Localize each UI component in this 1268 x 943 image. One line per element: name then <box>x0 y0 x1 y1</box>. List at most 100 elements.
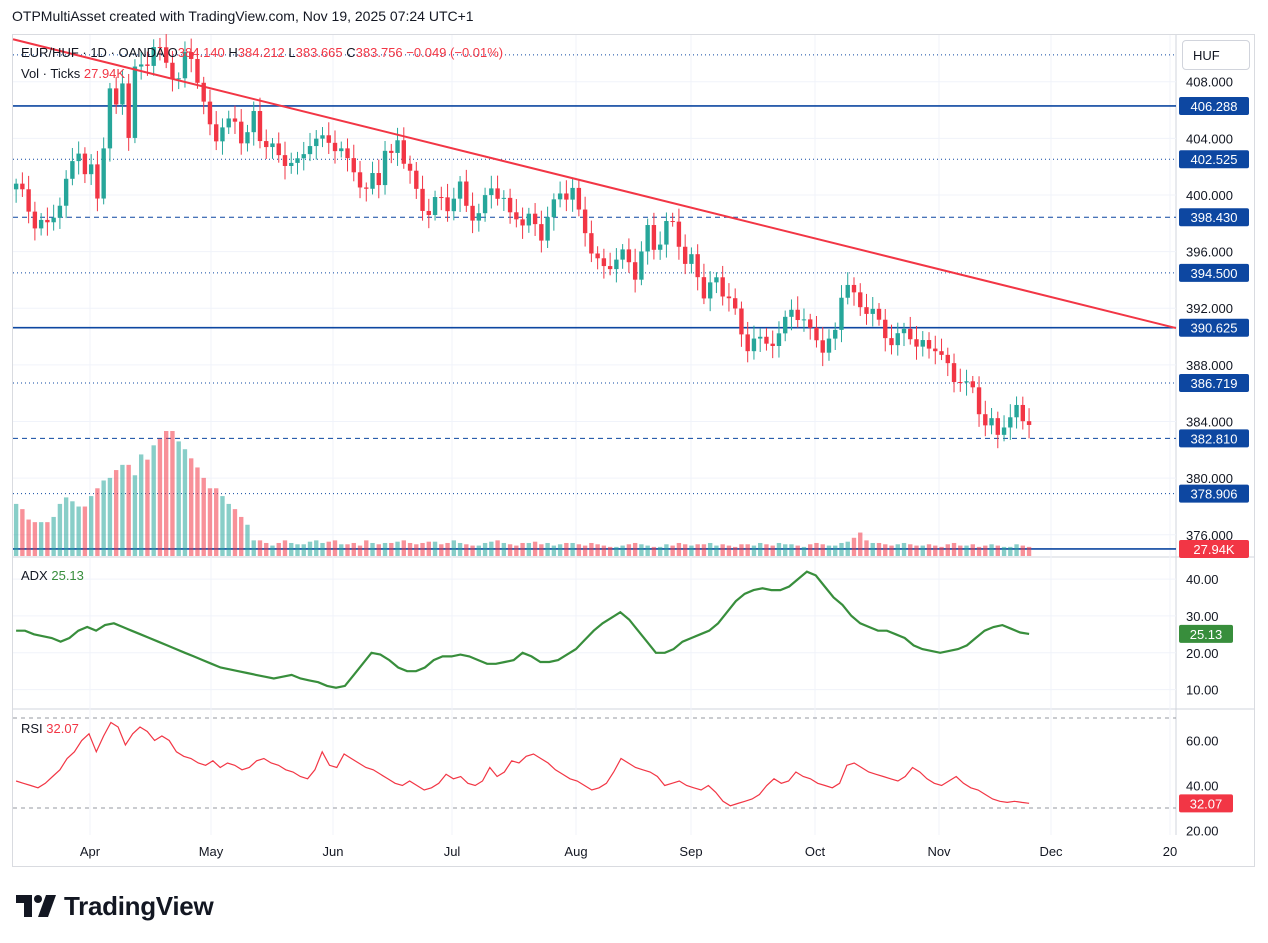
candle-body <box>113 88 119 105</box>
volume-bar <box>107 477 113 556</box>
candle-body <box>464 181 469 206</box>
adx-tick-label: 20.00 <box>1186 646 1219 661</box>
candle-body <box>939 351 944 355</box>
candle-body <box>876 308 882 320</box>
low-value: 383.665 <box>295 45 343 60</box>
candle-body <box>182 52 188 79</box>
volume-label[interactable]: Vol · Ticks <box>21 66 81 81</box>
volume-bar <box>126 464 131 556</box>
volume-bar <box>401 540 406 556</box>
candle-body <box>307 146 313 155</box>
currency-button[interactable]: HUF <box>1182 40 1250 70</box>
candle-body <box>914 339 919 347</box>
volume-bar <box>995 545 1000 556</box>
candle-body <box>682 246 688 264</box>
price-tick-label: 396.000 <box>1186 245 1233 260</box>
candle-body <box>326 135 331 143</box>
volume-bar <box>426 541 431 556</box>
volume-bar <box>295 544 300 556</box>
candle-body <box>945 354 950 364</box>
candle-body <box>132 66 138 138</box>
candle-body <box>545 217 550 241</box>
candle-body <box>532 213 538 225</box>
price-tick-label: 408.000 <box>1186 75 1233 90</box>
volume-bar <box>63 497 69 556</box>
volume-bar <box>833 545 838 556</box>
price-level-tag <box>1179 374 1249 393</box>
candle-body <box>1026 421 1032 425</box>
price-level-tag <box>1179 318 1249 337</box>
candle-body <box>895 333 900 346</box>
price-level-tag <box>1179 208 1249 227</box>
volume-bar <box>983 545 988 556</box>
candle-body <box>70 161 75 179</box>
time-axis-label: Oct <box>805 844 826 859</box>
candle-body <box>570 187 575 200</box>
volume-bar <box>758 542 763 556</box>
volume-bar <box>382 542 388 556</box>
volume-bar <box>895 544 900 556</box>
candle-body <box>970 381 975 388</box>
volume-bar <box>564 542 569 556</box>
volume-bar <box>251 540 256 556</box>
volume-bar <box>282 540 288 556</box>
candle-body <box>101 148 106 199</box>
candle-body <box>539 224 544 241</box>
volume-bar <box>964 545 969 556</box>
candle-body <box>382 150 388 186</box>
candle-body <box>95 164 100 199</box>
candle-body <box>889 338 894 346</box>
candle-body <box>764 336 769 344</box>
volume-bar <box>714 545 719 556</box>
time-axis-label: Apr <box>80 844 101 859</box>
volume-bar <box>695 544 700 556</box>
candle-body <box>376 173 381 186</box>
volume-bar <box>164 431 169 556</box>
volume-bar <box>270 545 275 556</box>
symbol-label[interactable]: EUR/HUF · 1D · OANDA <box>21 45 165 60</box>
candle-body <box>282 155 288 166</box>
volume-bar <box>514 545 519 556</box>
close-label: C <box>346 45 356 60</box>
tradingview-brand[interactable]: TradingView <box>16 890 214 922</box>
price-tick-label: 400.000 <box>1186 188 1233 203</box>
volume-bar <box>664 544 669 556</box>
volume-bar <box>814 542 819 556</box>
volume-bar <box>607 546 613 556</box>
volume-bar <box>701 544 707 556</box>
price-level-tag <box>1179 150 1249 169</box>
candle-body <box>189 52 194 59</box>
volume-bar <box>933 545 938 556</box>
candle-body <box>589 233 594 254</box>
volume-bar <box>526 542 532 556</box>
chart-attribution: OTPMultiAsset created with TradingView.c… <box>12 8 474 24</box>
candle-body <box>795 309 800 321</box>
candle-body <box>645 225 650 252</box>
candle-body <box>883 319 888 339</box>
volume-bar <box>920 545 925 556</box>
candle-body <box>620 249 625 260</box>
adx-label[interactable]: ADX <box>21 568 48 583</box>
volume-bar <box>95 488 100 556</box>
volume-bar <box>682 544 688 556</box>
volume-bar <box>364 540 369 556</box>
candle-body <box>1008 417 1013 428</box>
candle-body <box>582 209 588 234</box>
candle-body <box>607 266 613 270</box>
candle-body <box>339 148 344 152</box>
volume-bar <box>482 542 488 556</box>
candle-body <box>45 219 50 223</box>
volume-bar <box>1026 546 1032 556</box>
volume-bar <box>220 496 225 556</box>
candle-body <box>389 150 394 153</box>
candle-body <box>126 83 131 138</box>
candle-body <box>507 197 513 213</box>
candle-body <box>920 340 925 347</box>
price-level-tag-text: 398.430 <box>1191 210 1238 225</box>
volume-bar <box>770 545 775 556</box>
volume-bar <box>951 542 957 556</box>
volume-bar <box>626 544 632 556</box>
rsi-label[interactable]: RSI <box>21 721 43 736</box>
candle-body <box>864 307 869 314</box>
